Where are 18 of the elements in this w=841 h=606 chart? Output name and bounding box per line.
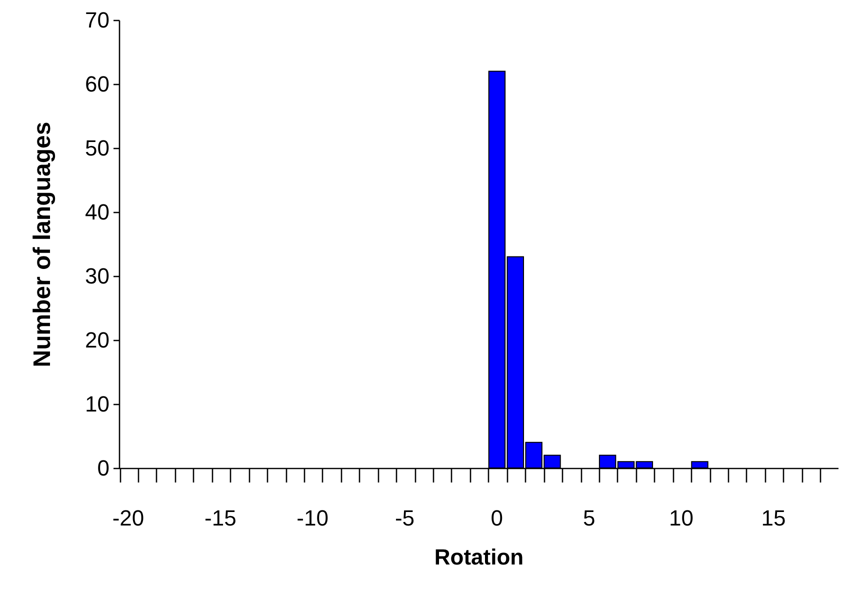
y-tick-label: 60 [85,72,110,96]
x-tick-label: -20 [112,506,144,530]
y-tick-label: 40 [85,200,110,224]
y-tick-label: 50 [85,136,110,160]
y-tick-label: 70 [85,8,110,32]
y-axis-title: Number of languages [29,122,56,368]
x-tick-label: -5 [394,506,415,530]
x-axis-title: Rotation [434,544,524,570]
x-tick-label: 5 [582,506,596,530]
y-tick-label: 10 [85,392,110,416]
x-tick-label: -15 [204,506,236,530]
y-tick-label: 30 [85,264,110,288]
x-tick-label: 10 [669,506,694,530]
y-tick-label: 0 [97,456,110,480]
x-tick-label: 0 [490,506,504,530]
x-tick-label: -10 [296,506,328,530]
x-tick-label: 15 [761,506,786,530]
y-tick-label: 20 [85,328,110,352]
